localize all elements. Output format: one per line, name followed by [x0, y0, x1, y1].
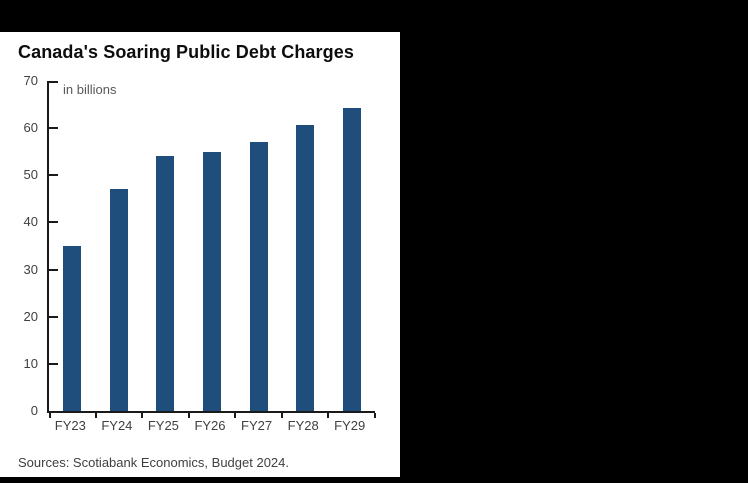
x-tick: [374, 413, 376, 418]
x-tick: [327, 413, 330, 418]
x-tick: [234, 413, 237, 418]
x-tick: [280, 413, 283, 418]
y-axis-labels: 0 10 20 30 40 50 60 70: [0, 73, 40, 418]
bar-fy25: [156, 156, 175, 411]
x-tick: [49, 413, 51, 418]
x-tick: [94, 413, 97, 418]
y-tick: [49, 174, 58, 177]
x-axis-labels: FY23 FY24 FY25 FY26 FY27 FY28 FY29: [47, 418, 373, 436]
bar-fy28: [296, 124, 315, 411]
bar-fy23: [63, 246, 82, 411]
y-tick-label: 50: [23, 167, 38, 183]
y-tick-label: 10: [23, 355, 38, 371]
y-tick: [49, 221, 58, 224]
x-tick-label-fy23: FY23: [54, 418, 86, 433]
bar-fy29: [342, 107, 361, 411]
x-tick-label-fy26: FY26: [194, 418, 226, 433]
x-tick-label-fy27: FY27: [241, 418, 273, 433]
plot-area: in billions: [47, 81, 376, 418]
y-tick-label: 20: [23, 308, 38, 324]
chart-title: Canada's Soaring Public Debt Charges: [18, 42, 354, 62]
bar-fy27: [249, 142, 268, 411]
x-tick: [141, 413, 144, 418]
x-tick-label-fy28: FY28: [287, 418, 319, 433]
y-tick: [49, 362, 58, 365]
x-tick: [187, 413, 190, 418]
bar-fy24: [109, 188, 128, 411]
y-tick: [49, 81, 58, 83]
y-tick-label: 0: [30, 403, 38, 418]
y-tick-label: 40: [23, 214, 38, 230]
bar-fy26: [203, 152, 221, 411]
y-tick: [49, 127, 58, 130]
x-tick-label-fy25: FY25: [147, 418, 179, 433]
y-tick-label: 70: [23, 73, 38, 88]
units-annotation: in billions: [63, 82, 117, 97]
y-tick-label: 30: [23, 261, 38, 277]
chart-panel: Canada's Soaring Public Debt Charges 0 10…: [0, 32, 400, 477]
x-tick-label-fy24: FY24: [101, 418, 133, 433]
bottom-black-bar: [0, 477, 748, 483]
source-note: Sources: Scotiabank Economics, Budget 20…: [18, 455, 289, 470]
y-tick-label: 60: [23, 120, 38, 136]
x-tick-label-fy29: FY29: [334, 418, 366, 433]
y-tick: [49, 315, 58, 318]
y-tick: [49, 268, 58, 271]
right-black-area: [400, 0, 748, 483]
